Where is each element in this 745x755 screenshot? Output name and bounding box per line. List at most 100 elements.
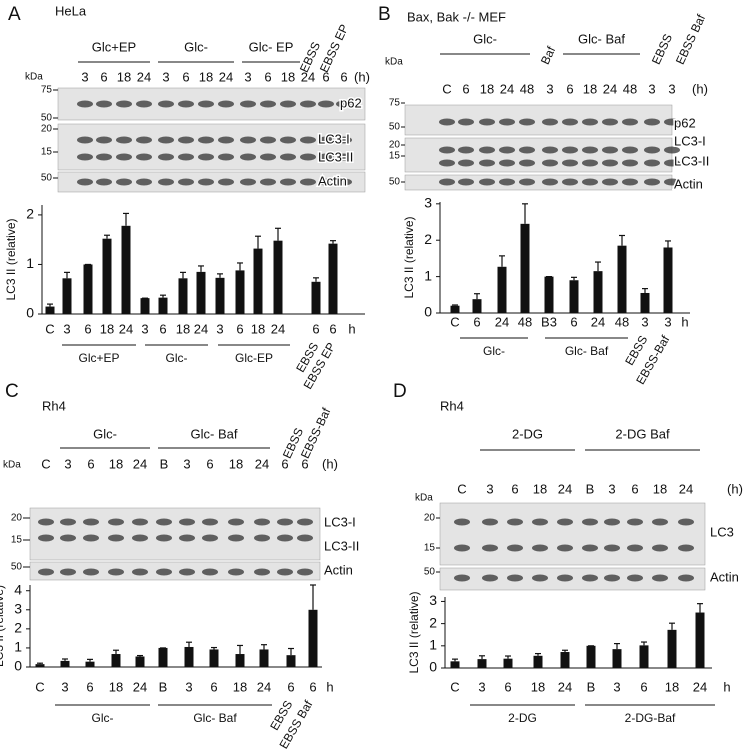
blot-band (280, 153, 296, 161)
bar (158, 297, 168, 314)
blot-band (664, 178, 680, 186)
blot-strip (439, 502, 706, 566)
bar (62, 278, 72, 314)
blot-band (179, 568, 195, 576)
lane-label: C (457, 481, 466, 496)
blot-group: Baf (538, 44, 559, 67)
kda-marker: 15 (11, 535, 23, 546)
blot-band (198, 100, 214, 108)
lane-label: 3 (486, 481, 493, 496)
x-tick-label: C (450, 314, 459, 329)
lane-label: 3 (244, 69, 251, 84)
blot-band (260, 178, 276, 186)
blot-band (240, 136, 256, 144)
x-tick-label: 6 (159, 321, 166, 336)
blot-band (454, 574, 470, 582)
blot-band (336, 178, 352, 186)
bar (520, 223, 530, 313)
blot-band (136, 178, 152, 186)
blot-group: Glc- (184, 39, 208, 54)
bar (209, 649, 219, 667)
blot-band (562, 146, 578, 154)
blot-band (178, 100, 194, 108)
blot-band (532, 574, 548, 582)
panel-letter: D (393, 381, 407, 402)
blot-band (519, 178, 535, 186)
y-tick-label: 0 (14, 658, 22, 674)
blot-strip (404, 137, 673, 173)
kda-marker: 75 (389, 98, 401, 109)
blot-group: EBSS (649, 32, 675, 67)
blot-band (622, 159, 638, 167)
blot-band (280, 136, 296, 144)
x-tick-label: 24 (693, 679, 707, 694)
blot-band (542, 146, 558, 154)
y-tick-label: 2 (429, 614, 437, 630)
x-tick-label: 3 (216, 321, 223, 336)
lane-label: 3 (546, 81, 553, 96)
x-unit: h (348, 321, 355, 336)
cell-line: Rh4 (440, 398, 464, 413)
blot-band (542, 178, 558, 186)
lane-label: 3 (162, 69, 169, 84)
blot-band (240, 153, 256, 161)
bar (593, 271, 603, 313)
blot-band (439, 159, 455, 167)
blot-band (132, 518, 148, 526)
blot-band (454, 518, 470, 526)
lane-label: 6 (511, 481, 518, 496)
bar (560, 652, 570, 668)
lane-label: B (586, 481, 595, 496)
blot-band (240, 100, 256, 108)
bar (158, 647, 168, 667)
y-axis-label: LC3 II (relative) (407, 591, 421, 673)
cell-line: HeLa (55, 3, 87, 18)
blot-band (562, 159, 578, 167)
blot-band (198, 153, 214, 161)
blot-band (454, 544, 470, 552)
x-tick-label: 6 (504, 679, 511, 694)
blot-band (499, 118, 515, 126)
x-tick-label: 24 (558, 679, 572, 694)
blot-band (627, 574, 643, 582)
blot-band (582, 544, 598, 552)
blot-band (228, 568, 244, 576)
y-tick-label: 2 (424, 231, 432, 247)
blot-band (582, 574, 598, 582)
lane-label: C (41, 456, 50, 471)
x-tick-label: 24 (271, 321, 285, 336)
blot-band (318, 136, 334, 144)
bar (328, 243, 338, 314)
band-label: p62 (340, 95, 362, 110)
x-tick-label: 18 (233, 679, 247, 694)
blot-band (77, 100, 93, 108)
blot-band (218, 178, 234, 186)
lane-label: 24 (137, 69, 151, 84)
y-tick-label: 1 (429, 637, 437, 653)
blot-group: Glc- Baf (191, 426, 238, 441)
blot-band (96, 136, 112, 144)
kda-label: kDa (25, 72, 43, 83)
blot-band (300, 136, 316, 144)
bar (695, 612, 705, 668)
panel-letter: B (378, 4, 391, 25)
blot-band (458, 178, 474, 186)
blot-band (156, 568, 172, 576)
group-label: Glc- Baf (193, 711, 237, 725)
lane-label: 24 (219, 69, 233, 84)
bar (121, 225, 131, 314)
blot-band (507, 574, 523, 582)
blot-band (179, 518, 195, 526)
band-label: LC3-II (674, 153, 709, 168)
kda-marker: 20 (389, 140, 401, 151)
blot-band (254, 518, 270, 526)
blot-group: 2-DG Baf (615, 426, 670, 441)
blot-band (562, 178, 578, 186)
lane-label: 48 (623, 81, 637, 96)
y-tick-label: 3 (14, 600, 22, 616)
blot-band (439, 178, 455, 186)
blot-band (218, 136, 234, 144)
blot-band (532, 544, 548, 552)
blot-band (96, 178, 112, 186)
